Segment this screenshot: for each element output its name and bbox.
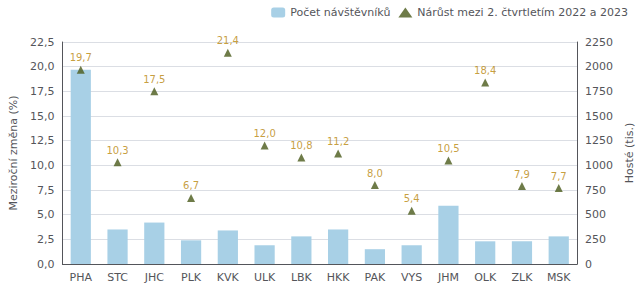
svg-text:Meziroční změna (%): Meziroční změna (%) (7, 95, 20, 210)
svg-text:22,5: 22,5 (30, 36, 55, 49)
svg-text:10,0: 10,0 (30, 159, 55, 172)
svg-text:STC: STC (107, 271, 128, 284)
svg-text:10,3: 10,3 (106, 145, 128, 156)
svg-text:JHM: JHM (437, 271, 459, 284)
svg-text:OLK: OLK (474, 271, 497, 284)
svg-text:0,0: 0,0 (37, 258, 55, 271)
svg-text:17,5: 17,5 (30, 85, 55, 98)
svg-text:KVK: KVK (217, 271, 240, 284)
svg-text:0: 0 (585, 258, 592, 271)
svg-text:PAK: PAK (365, 271, 386, 284)
svg-text:15,0: 15,0 (30, 110, 55, 123)
svg-text:5,0: 5,0 (37, 208, 55, 221)
svg-text:5,4: 5,4 (404, 193, 420, 204)
svg-text:2250: 2250 (585, 36, 613, 49)
svg-text:19,7: 19,7 (70, 52, 92, 63)
svg-text:LBK: LBK (291, 271, 313, 284)
svg-text:PHA: PHA (70, 271, 93, 284)
svg-text:1000: 1000 (585, 159, 613, 172)
svg-text:10,5: 10,5 (437, 143, 459, 154)
svg-text:11,2: 11,2 (327, 136, 349, 147)
svg-text:Počet návštěvníků: Počet návštěvníků (290, 6, 390, 19)
svg-text:17,5: 17,5 (143, 74, 165, 85)
svg-text:PLK: PLK (181, 271, 202, 284)
svg-text:10,8: 10,8 (290, 140, 312, 151)
svg-text:8,0: 8,0 (367, 168, 383, 179)
svg-text:Nárůst mezi 2. čtvrtletím 2022: Nárůst mezi 2. čtvrtletím 2022 a 2023 (417, 6, 628, 19)
svg-text:ZLK: ZLK (512, 271, 534, 284)
svg-text:1250: 1250 (585, 134, 613, 147)
svg-text:HKK: HKK (327, 271, 350, 284)
svg-text:21,4: 21,4 (217, 35, 239, 46)
svg-text:7,7: 7,7 (551, 171, 567, 182)
svg-text:1750: 1750 (585, 85, 613, 98)
svg-text:250: 250 (585, 233, 606, 246)
svg-text:6,7: 6,7 (183, 180, 199, 191)
svg-text:VYS: VYS (401, 271, 422, 284)
svg-text:20,0: 20,0 (30, 60, 55, 73)
svg-text:7,5: 7,5 (37, 184, 55, 197)
svg-text:Hosté (tis.): Hosté (tis.) (623, 123, 636, 184)
svg-text:750: 750 (585, 184, 606, 197)
svg-text:1500: 1500 (585, 110, 613, 123)
svg-text:500: 500 (585, 208, 606, 221)
svg-text:MSK: MSK (547, 271, 571, 284)
svg-text:2000: 2000 (585, 60, 613, 73)
svg-text:7,9: 7,9 (514, 169, 530, 180)
svg-text:JHC: JHC (144, 271, 165, 284)
svg-text:12,5: 12,5 (30, 134, 55, 147)
svg-text:12,0: 12,0 (253, 128, 275, 139)
svg-text:ULK: ULK (254, 271, 276, 284)
svg-text:18,4: 18,4 (474, 65, 496, 76)
svg-text:2,5: 2,5 (37, 233, 55, 246)
